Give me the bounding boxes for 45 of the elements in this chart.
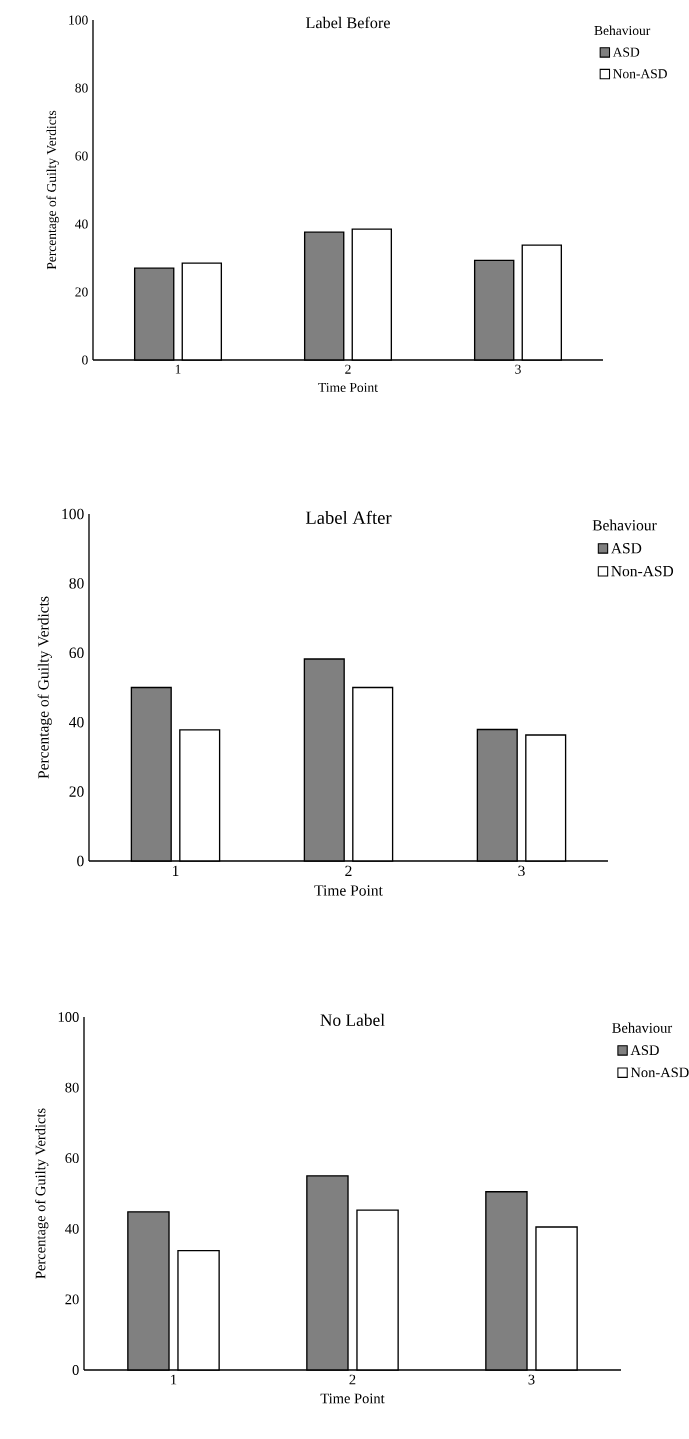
x-tick-label: 1 — [172, 865, 179, 876]
legend-label: ASD — [611, 543, 642, 554]
x-tick-label: 1 — [175, 364, 181, 374]
legend-label: ASD — [630, 1045, 659, 1056]
x-tick-label: 2 — [345, 364, 351, 374]
x-axis-title: Time Point — [314, 885, 383, 896]
x-tick-label: 3 — [518, 865, 525, 877]
y-tick-label: 0 — [77, 855, 84, 867]
legend-label: Non-ASD — [611, 565, 674, 577]
y-tick-label: 0 — [82, 355, 88, 365]
y-tick-label: 40 — [65, 1223, 79, 1234]
x-tick-label: 2 — [345, 865, 352, 876]
legend-label: Non-ASD — [630, 1067, 689, 1078]
x-tick-label: 3 — [528, 1374, 535, 1385]
legend-title: Behaviour — [594, 25, 651, 36]
x-tick-label: 1 — [171, 1374, 177, 1385]
x-tick-label: 3 — [515, 364, 521, 374]
y-tick-label: 80 — [75, 83, 88, 93]
y-tick-label: 20 — [65, 1294, 79, 1305]
x-axis-title: Time Point — [320, 1393, 385, 1404]
y-tick-label: 80 — [65, 1082, 79, 1093]
chart-title: No Label — [320, 1013, 385, 1026]
y-tick-label: 20 — [69, 786, 84, 797]
legend-title: Behaviour — [612, 1022, 673, 1033]
chart-title: Label After — [305, 510, 392, 524]
x-tick-label: 2 — [349, 1374, 356, 1385]
y-tick-label: 40 — [69, 716, 84, 728]
legend-label: Non-ASD — [613, 69, 667, 79]
y-tick-label: 60 — [69, 647, 84, 659]
legend-title: Behaviour — [592, 519, 657, 531]
y-tick-label: 0 — [72, 1365, 79, 1375]
legend-label: ASD — [612, 47, 640, 57]
chart-title: Label Before — [305, 16, 390, 29]
y-axis-title: Percentage of Guilty Verdicts — [37, 596, 52, 779]
y-tick-label: 100 — [62, 508, 84, 520]
y-tick-label: 100 — [69, 15, 88, 25]
y-tick-label: 80 — [69, 578, 84, 589]
y-axis-title: Percentage of Guilty Verdicts — [35, 1108, 49, 1279]
y-tick-label: 60 — [65, 1153, 79, 1164]
y-tick-label: 20 — [75, 287, 88, 297]
y-tick-label: 40 — [75, 219, 88, 229]
y-tick-label: 100 — [58, 1012, 79, 1022]
y-tick-label: 60 — [75, 151, 88, 161]
x-axis-title: Time Point — [318, 382, 378, 392]
y-axis-title: Percentage of Guilty Verdicts — [46, 110, 59, 270]
